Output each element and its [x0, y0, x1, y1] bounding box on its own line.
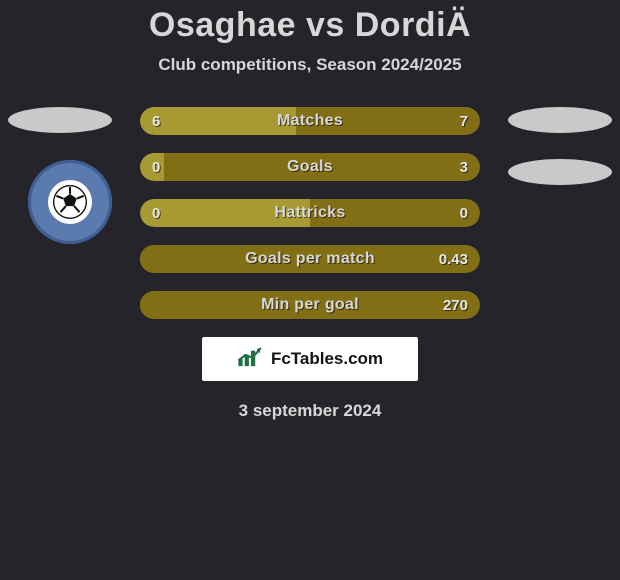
stat-value-left: 0	[152, 159, 160, 176]
fctables-label: FcTables.com	[271, 349, 383, 369]
bar-chart-icon	[237, 346, 265, 373]
stat-value-right: 0	[460, 205, 468, 222]
stat-bar-right: 0	[310, 199, 480, 227]
stat-value-left: 6	[152, 113, 160, 130]
stat-value-right: 0.43	[439, 251, 468, 268]
comparison-stage: 67Matches03Goals00Hattricks0.43Goals per…	[0, 107, 620, 421]
stat-value-left: 0	[152, 205, 160, 222]
right-player-placeholder-2	[508, 159, 612, 185]
right-player-placeholder-1	[508, 107, 612, 133]
page-subtitle: Club competitions, Season 2024/2025	[0, 55, 620, 75]
left-player-placeholder	[8, 107, 112, 133]
page-title: Osaghae vs DordiÄ	[0, 0, 620, 45]
stat-row: 67Matches	[140, 107, 480, 135]
stat-bar-left: 0	[140, 199, 310, 227]
stat-bar-right: 270	[140, 291, 480, 319]
stat-row: 0.43Goals per match	[140, 245, 480, 273]
stat-row: 03Goals	[140, 153, 480, 181]
stat-bar-right: 7	[296, 107, 480, 135]
stat-value-right: 270	[443, 297, 468, 314]
stat-row: 00Hattricks	[140, 199, 480, 227]
stat-value-right: 7	[460, 113, 468, 130]
stat-bar-right: 3	[164, 153, 480, 181]
stat-bar-left: 6	[140, 107, 296, 135]
stat-row: 270Min per goal	[140, 291, 480, 319]
soccer-ball-icon	[48, 180, 92, 224]
fctables-badge[interactable]: FcTables.com	[202, 337, 418, 381]
left-club-badge	[28, 160, 112, 244]
datestamp: 3 september 2024	[0, 401, 620, 421]
stat-bar-right: 0.43	[140, 245, 480, 273]
stat-value-right: 3	[460, 159, 468, 176]
comparison-bars: 67Matches03Goals00Hattricks0.43Goals per…	[140, 107, 480, 319]
stat-bar-left: 0	[140, 153, 164, 181]
